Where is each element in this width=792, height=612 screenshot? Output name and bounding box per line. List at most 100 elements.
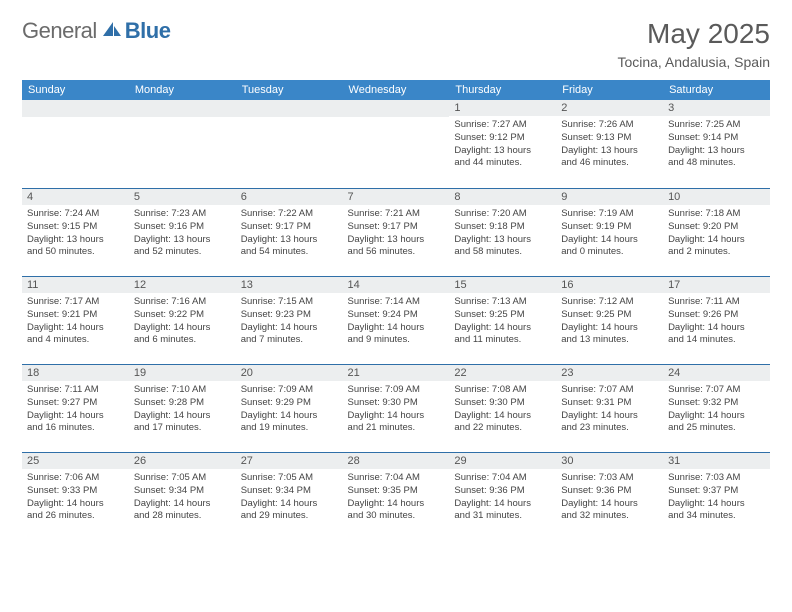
weekday-header: Monday	[129, 80, 236, 100]
calendar-cell: 3Sunrise: 7:25 AMSunset: 9:14 PMDaylight…	[663, 100, 770, 188]
day-detail-line: Sunset: 9:16 PM	[134, 221, 231, 234]
day-detail-line: Sunrise: 7:11 AM	[668, 296, 765, 309]
day-detail-line: Daylight: 13 hours	[27, 234, 124, 247]
calendar-cell: 6Sunrise: 7:22 AMSunset: 9:17 PMDaylight…	[236, 188, 343, 276]
day-number: 15	[449, 276, 556, 293]
day-detail-line: Sunset: 9:34 PM	[241, 485, 338, 498]
day-number: 27	[236, 452, 343, 469]
day-detail-line: and 28 minutes.	[134, 510, 231, 523]
day-detail-line: Sunrise: 7:18 AM	[668, 208, 765, 221]
day-detail-line: Sunset: 9:27 PM	[27, 397, 124, 410]
day-detail-line: Daylight: 13 hours	[561, 145, 658, 158]
day-detail-line: Sunrise: 7:23 AM	[134, 208, 231, 221]
day-detail-line: Daylight: 14 hours	[134, 498, 231, 511]
day-detail-line: Daylight: 14 hours	[668, 234, 765, 247]
sail-icon	[101, 20, 123, 43]
day-detail-line: Sunrise: 7:20 AM	[454, 208, 551, 221]
day-detail-line: and 14 minutes.	[668, 334, 765, 347]
calendar-cell: 17Sunrise: 7:11 AMSunset: 9:26 PMDayligh…	[663, 276, 770, 364]
calendar-week-row: 25Sunrise: 7:06 AMSunset: 9:33 PMDayligh…	[22, 452, 770, 540]
calendar-cell: 27Sunrise: 7:05 AMSunset: 9:34 PMDayligh…	[236, 452, 343, 540]
day-number: 9	[556, 188, 663, 205]
day-detail-line: Sunset: 9:36 PM	[561, 485, 658, 498]
calendar-week-row: 18Sunrise: 7:11 AMSunset: 9:27 PMDayligh…	[22, 364, 770, 452]
day-detail-line: Sunrise: 7:24 AM	[27, 208, 124, 221]
day-number: 24	[663, 364, 770, 381]
month-title: May 2025	[617, 18, 770, 50]
calendar-week-row: 1Sunrise: 7:27 AMSunset: 9:12 PMDaylight…	[22, 100, 770, 188]
day-detail-line: Sunset: 9:30 PM	[348, 397, 445, 410]
day-detail-line: and 25 minutes.	[668, 422, 765, 435]
logo-text-general: General	[22, 18, 97, 44]
day-detail-line: Daylight: 14 hours	[454, 498, 551, 511]
day-detail-line: Daylight: 14 hours	[134, 322, 231, 335]
day-number: 11	[22, 276, 129, 293]
calendar-cell: 15Sunrise: 7:13 AMSunset: 9:25 PMDayligh…	[449, 276, 556, 364]
day-number: 16	[556, 276, 663, 293]
weekday-header: Saturday	[663, 80, 770, 100]
day-detail-line: Sunrise: 7:04 AM	[348, 472, 445, 485]
day-detail-line: Sunset: 9:23 PM	[241, 309, 338, 322]
day-detail-line: Sunrise: 7:22 AM	[241, 208, 338, 221]
day-detail-line: Daylight: 14 hours	[241, 322, 338, 335]
day-details	[236, 117, 343, 124]
calendar-cell: 2 Sunrise: 7:26 AMSunset: 9:13 PMDaylight…	[556, 100, 663, 188]
day-detail-line: Sunrise: 7:08 AM	[454, 384, 551, 397]
day-detail-line: Daylight: 13 hours	[348, 234, 445, 247]
day-detail-line: Daylight: 14 hours	[454, 410, 551, 423]
calendar-cell	[129, 100, 236, 188]
day-detail-line: Sunrise: 7:27 AM	[454, 119, 551, 132]
day-number: 2	[556, 100, 663, 116]
day-detail-line: Sunrise: 7:03 AM	[668, 472, 765, 485]
day-detail-line: and 48 minutes.	[668, 157, 765, 170]
day-detail-line: Sunset: 9:26 PM	[668, 309, 765, 322]
calendar-cell: 8Sunrise: 7:20 AMSunset: 9:18 PMDaylight…	[449, 188, 556, 276]
calendar-cell: 31Sunrise: 7:03 AMSunset: 9:37 PMDayligh…	[663, 452, 770, 540]
day-number: 5	[129, 188, 236, 205]
day-details: Sunrise: 7:10 AMSunset: 9:28 PMDaylight:…	[129, 381, 236, 439]
calendar-page: General Blue May 2025 Tocina, Andalusia,…	[0, 0, 792, 558]
day-details: Sunrise: 7:22 AMSunset: 9:17 PMDaylight:…	[236, 205, 343, 263]
day-detail-line: and 50 minutes.	[27, 246, 124, 259]
day-detail-line: Sunrise: 7:09 AM	[241, 384, 338, 397]
calendar-cell: 14Sunrise: 7:14 AMSunset: 9:24 PMDayligh…	[343, 276, 450, 364]
day-number: 22	[449, 364, 556, 381]
day-detail-line: Daylight: 14 hours	[561, 498, 658, 511]
day-detail-line: and 29 minutes.	[241, 510, 338, 523]
calendar-cell: 19Sunrise: 7:10 AMSunset: 9:28 PMDayligh…	[129, 364, 236, 452]
day-detail-line: Sunrise: 7:03 AM	[561, 472, 658, 485]
day-details: Sunrise: 7:05 AMSunset: 9:34 PMDaylight:…	[129, 469, 236, 527]
day-detail-line: and 22 minutes.	[454, 422, 551, 435]
day-number: 18	[22, 364, 129, 381]
calendar-cell: 7Sunrise: 7:21 AMSunset: 9:17 PMDaylight…	[343, 188, 450, 276]
day-details: Sunrise: 7:24 AMSunset: 9:15 PMDaylight:…	[22, 205, 129, 263]
day-details: Sunrise: 7:07 AMSunset: 9:32 PMDaylight:…	[663, 381, 770, 439]
day-details: Sunrise: 7:11 AMSunset: 9:26 PMDaylight:…	[663, 293, 770, 351]
day-detail-line: Sunset: 9:33 PM	[27, 485, 124, 498]
day-details: Sunrise: 7:05 AMSunset: 9:34 PMDaylight:…	[236, 469, 343, 527]
day-detail-line: Sunset: 9:14 PM	[668, 132, 765, 145]
day-detail-line: Daylight: 14 hours	[27, 322, 124, 335]
day-detail-line: Sunset: 9:13 PM	[561, 132, 658, 145]
day-detail-line: Sunrise: 7:26 AM	[561, 119, 658, 132]
day-number: 12	[129, 276, 236, 293]
day-number: 20	[236, 364, 343, 381]
calendar-cell	[236, 100, 343, 188]
day-detail-line: Sunset: 9:34 PM	[134, 485, 231, 498]
day-detail-line: Sunrise: 7:16 AM	[134, 296, 231, 309]
weekday-header: Sunday	[22, 80, 129, 100]
day-detail-line: and 34 minutes.	[668, 510, 765, 523]
calendar-cell: 25Sunrise: 7:06 AMSunset: 9:33 PMDayligh…	[22, 452, 129, 540]
day-detail-line: Sunset: 9:12 PM	[454, 132, 551, 145]
day-detail-line: Daylight: 13 hours	[241, 234, 338, 247]
day-number: 23	[556, 364, 663, 381]
location-label: Tocina, Andalusia, Spain	[617, 54, 770, 70]
day-detail-line: Sunset: 9:24 PM	[348, 309, 445, 322]
day-detail-line: Sunrise: 7:21 AM	[348, 208, 445, 221]
day-detail-line: Sunrise: 7:09 AM	[348, 384, 445, 397]
day-detail-line: and 44 minutes.	[454, 157, 551, 170]
day-details	[129, 117, 236, 124]
calendar-cell: 12Sunrise: 7:16 AMSunset: 9:22 PMDayligh…	[129, 276, 236, 364]
calendar-cell: 10Sunrise: 7:18 AMSunset: 9:20 PMDayligh…	[663, 188, 770, 276]
day-number: 19	[129, 364, 236, 381]
